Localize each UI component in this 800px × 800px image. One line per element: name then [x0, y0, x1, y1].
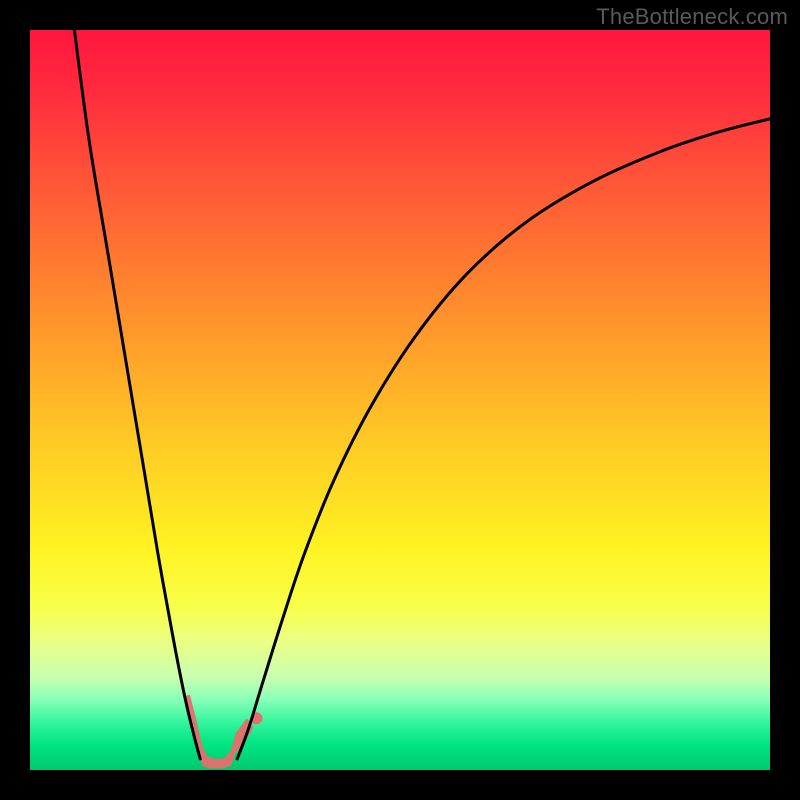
watermark-text: TheBottleneck.com — [596, 4, 788, 30]
plot-background-gradient — [30, 30, 770, 770]
chart-container: TheBottleneck.com — [0, 0, 800, 800]
bottleneck-curve-chart — [0, 0, 800, 800]
